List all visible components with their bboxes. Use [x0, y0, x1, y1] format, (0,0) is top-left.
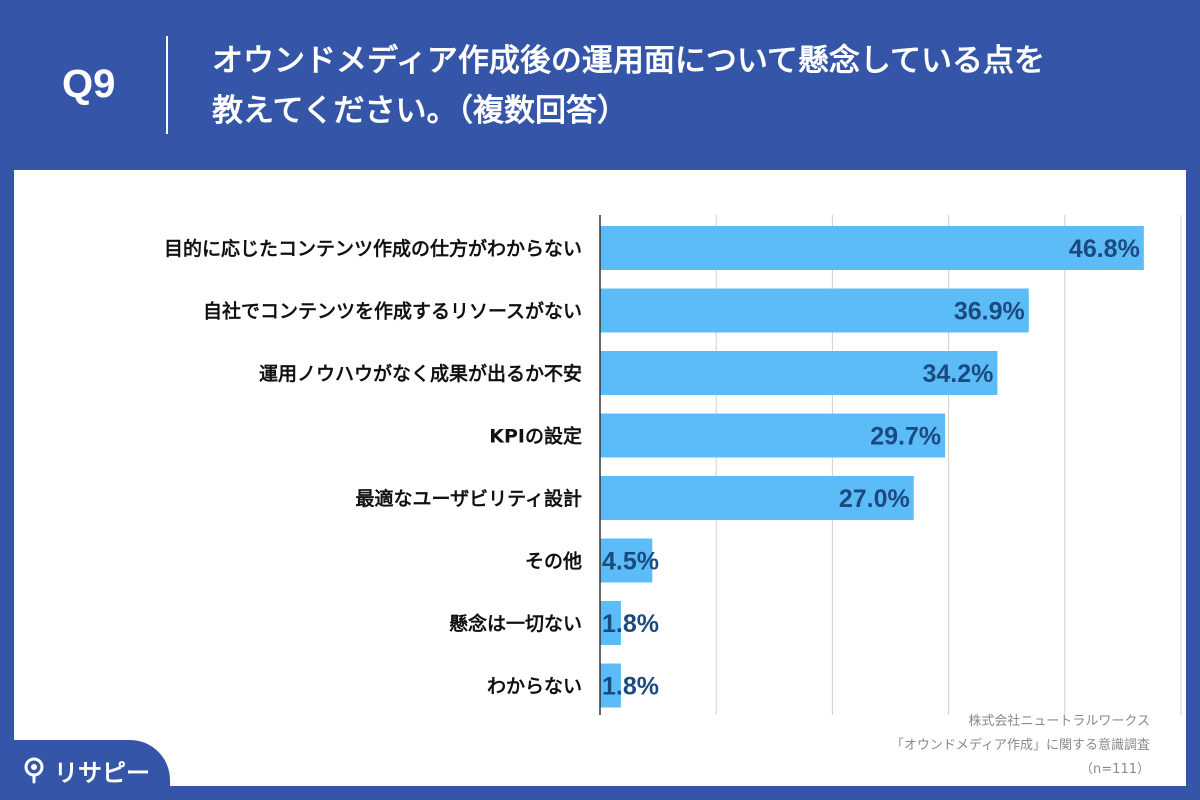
- bar: [600, 601, 621, 645]
- bar: [600, 663, 621, 708]
- category-label: 運用ノウハウがなく成果が出るか不安: [259, 362, 582, 385]
- question-number: Q9: [62, 62, 116, 106]
- bar: [600, 538, 653, 583]
- data-label: 1.8%: [602, 610, 659, 638]
- source-company: 株式会社ニュートラルワークス: [968, 714, 1150, 729]
- data-label: 36.9%: [954, 298, 1025, 326]
- category-label: 目的に応じたコンテンツ作成の仕方がわからない: [164, 237, 582, 260]
- source-survey: 「オウンドメディア作成」に関する意識調査: [890, 738, 1150, 753]
- bar: [600, 413, 946, 458]
- logo-text: リサピー: [54, 758, 150, 787]
- bar: [600, 351, 998, 395]
- bar: [600, 226, 1144, 270]
- bar: [600, 288, 1029, 333]
- category-label: KPIの設定: [489, 425, 582, 448]
- category-label: 懸念は一切ない: [449, 612, 582, 635]
- source-sample: （n=111）: [1080, 762, 1150, 777]
- data-label: 46.8%: [1069, 235, 1140, 263]
- data-label: 27.0%: [839, 485, 910, 513]
- pin-icon: [24, 757, 44, 784]
- data-label: 29.7%: [870, 423, 941, 451]
- logo: リサピー: [0, 740, 170, 800]
- question-title-line2: 教えてください。（複数回答）: [212, 93, 629, 129]
- category-label: わからない: [487, 676, 582, 698]
- category-label: 自社でコンテンツを作成するリソースがない: [203, 300, 582, 323]
- category-label: 最適なユーザビリティ設計: [356, 487, 582, 510]
- bar-chart: 目的に応じたコンテンツ作成の仕方がわからない 46.8% 自社でコンテンツを作成する…: [164, 215, 1182, 715]
- data-label: 34.2%: [923, 360, 994, 388]
- data-label: 1.8%: [602, 673, 659, 701]
- question-title: オウンドメディア作成後の運用面について懸念している点を 教えてください。（複数回…: [212, 36, 1172, 136]
- bar: [600, 476, 914, 520]
- source-note: 株式会社ニュートラルワークス 「オウンドメディア作成」に関する意識調査 （n=1…: [891, 710, 1150, 782]
- category-label: その他: [525, 550, 582, 573]
- chart-panel: 目的に応じたコンテンツ作成の仕方がわからない 46.8% 自社でコンテンツを作成する…: [14, 170, 1186, 786]
- question-title-line1: オウンドメディア作成後の運用面について懸念している点を: [212, 43, 1045, 79]
- data-label: 4.5%: [602, 548, 659, 576]
- header-divider: [166, 36, 168, 134]
